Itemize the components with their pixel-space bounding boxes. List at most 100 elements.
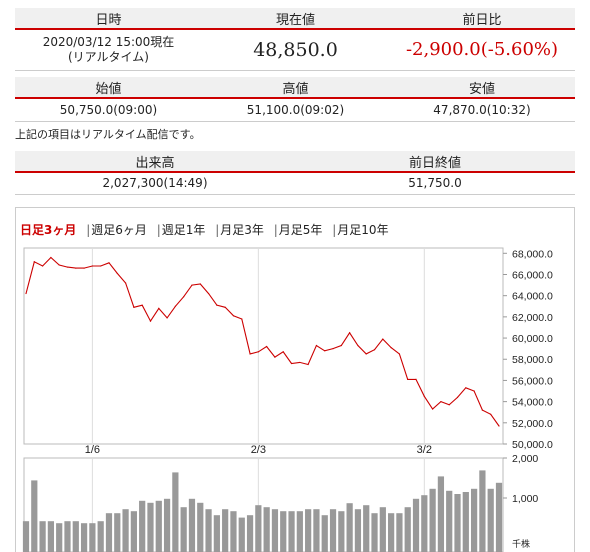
y-tick-label: 58,000.0 (512, 354, 553, 366)
tab-separator: | (273, 223, 278, 237)
price-point (91, 265, 93, 267)
price-point (191, 284, 193, 286)
price-plot-area (23, 247, 504, 445)
price-point (33, 261, 35, 263)
price-series-line (25, 256, 500, 427)
tab-weekly-6m[interactable]: 週足6ヶ月 (91, 223, 147, 237)
volume-bar (288, 511, 295, 552)
volume-bar (172, 472, 179, 552)
period-tabs: 日足3ヶ月 |週足6ヶ月 |週足1年 |月足3年 |月足5年 |月足10年 (20, 221, 389, 238)
volume-bar (329, 509, 337, 552)
volume-bar (429, 488, 436, 552)
price-point (448, 404, 450, 406)
price-point (108, 262, 110, 264)
price-point (274, 356, 276, 358)
current-price-value: 48,850.0 (202, 29, 389, 70)
tab-separator: | (332, 223, 337, 237)
price-point (498, 425, 500, 427)
price-point (357, 344, 359, 347)
price-point (249, 353, 251, 355)
y-tick-label: 52,000.0 (512, 418, 553, 430)
volume-bar (255, 505, 262, 552)
volume-y-tick-label: 2,000 (512, 453, 538, 465)
high-value: 51,100.0(09:02) (202, 98, 389, 121)
tab-weekly-1y[interactable]: 週足1年 (161, 223, 206, 237)
volume-bar (462, 492, 469, 552)
volume-bar (197, 502, 204, 552)
price-point (290, 362, 293, 365)
volume-bar (114, 513, 121, 552)
volume-bar (280, 511, 287, 552)
volume-bar (213, 515, 220, 552)
y-tick-label: 66,000.0 (512, 269, 553, 281)
price-point (66, 266, 69, 268)
price-point (207, 292, 210, 295)
price-point (307, 363, 309, 366)
volume-bar (454, 494, 461, 552)
tab-monthly-3y[interactable]: 月足3年 (220, 223, 264, 237)
price-point (415, 378, 417, 380)
volume-bar (354, 509, 362, 552)
price-point (141, 304, 143, 306)
tab-daily-3m[interactable]: 日足3ヶ月 (20, 223, 77, 237)
volume-bar (72, 521, 79, 552)
volume-bar (404, 507, 411, 552)
volume-bar (230, 511, 237, 552)
price-point (373, 349, 376, 351)
header-prev-close: 前日終値 (295, 151, 575, 173)
volume-y-tick-label: 1,000 (512, 493, 538, 505)
x-tick-label: 3/2 (417, 444, 432, 456)
volume-bar (155, 500, 162, 552)
datetime-cell: 2020/03/12 15:00現在 (リアルタイム) (15, 29, 202, 70)
volume-bar (479, 470, 486, 552)
price-point (75, 267, 77, 269)
volume-bar (64, 521, 71, 552)
price-point (257, 351, 259, 353)
price-point (340, 344, 342, 347)
datetime-value: 2020/03/12 15:00現在 (42, 34, 175, 49)
price-point (83, 267, 85, 269)
volume-bar (296, 511, 303, 552)
y-tick-label: 64,000.0 (512, 291, 553, 303)
y-tick-label: 68,000.0 (512, 248, 553, 260)
current-price-table: 日時 現在値 前日比 2020/03/12 15:00現在 (リアルタイム) 4… (15, 8, 575, 71)
x-tick-label: 1/6 (85, 444, 100, 456)
price-point (490, 413, 492, 415)
price-point (58, 264, 60, 266)
price-point (232, 315, 235, 317)
price-point (266, 345, 268, 348)
price-point (199, 283, 201, 285)
volume-bar (446, 490, 453, 552)
volume-bar (188, 498, 196, 552)
volume-bar (31, 480, 38, 552)
price-point (349, 332, 351, 334)
volume-bar (39, 521, 46, 552)
volume-bar (147, 502, 154, 552)
y-tick-label: 62,000.0 (512, 312, 553, 324)
volume-bar (122, 509, 129, 552)
price-point (365, 353, 367, 355)
tab-monthly-5y[interactable]: 月足5年 (278, 223, 323, 237)
tab-monthly-10y[interactable]: 月足10年 (337, 223, 389, 237)
price-point (25, 292, 27, 295)
price-point (432, 408, 434, 410)
volume-bar (437, 476, 445, 552)
tab-separator: | (86, 223, 91, 237)
volume-bar (412, 498, 420, 552)
volume-bar (238, 517, 245, 552)
volume-bar (180, 507, 187, 552)
open-value: 50,750.0(09:00) (15, 98, 202, 121)
price-point (158, 307, 160, 309)
price-point (440, 401, 442, 403)
tab-separator: | (156, 223, 161, 237)
price-point (324, 350, 326, 352)
price-point (216, 304, 218, 306)
volume-bar (421, 495, 428, 552)
tab-separator: | (215, 223, 220, 237)
volume-bar (222, 509, 229, 552)
volume-bar (105, 513, 113, 552)
volume-bar (305, 509, 312, 552)
price-point (407, 378, 409, 380)
prev-close-value: 51,750.0 (295, 172, 575, 194)
